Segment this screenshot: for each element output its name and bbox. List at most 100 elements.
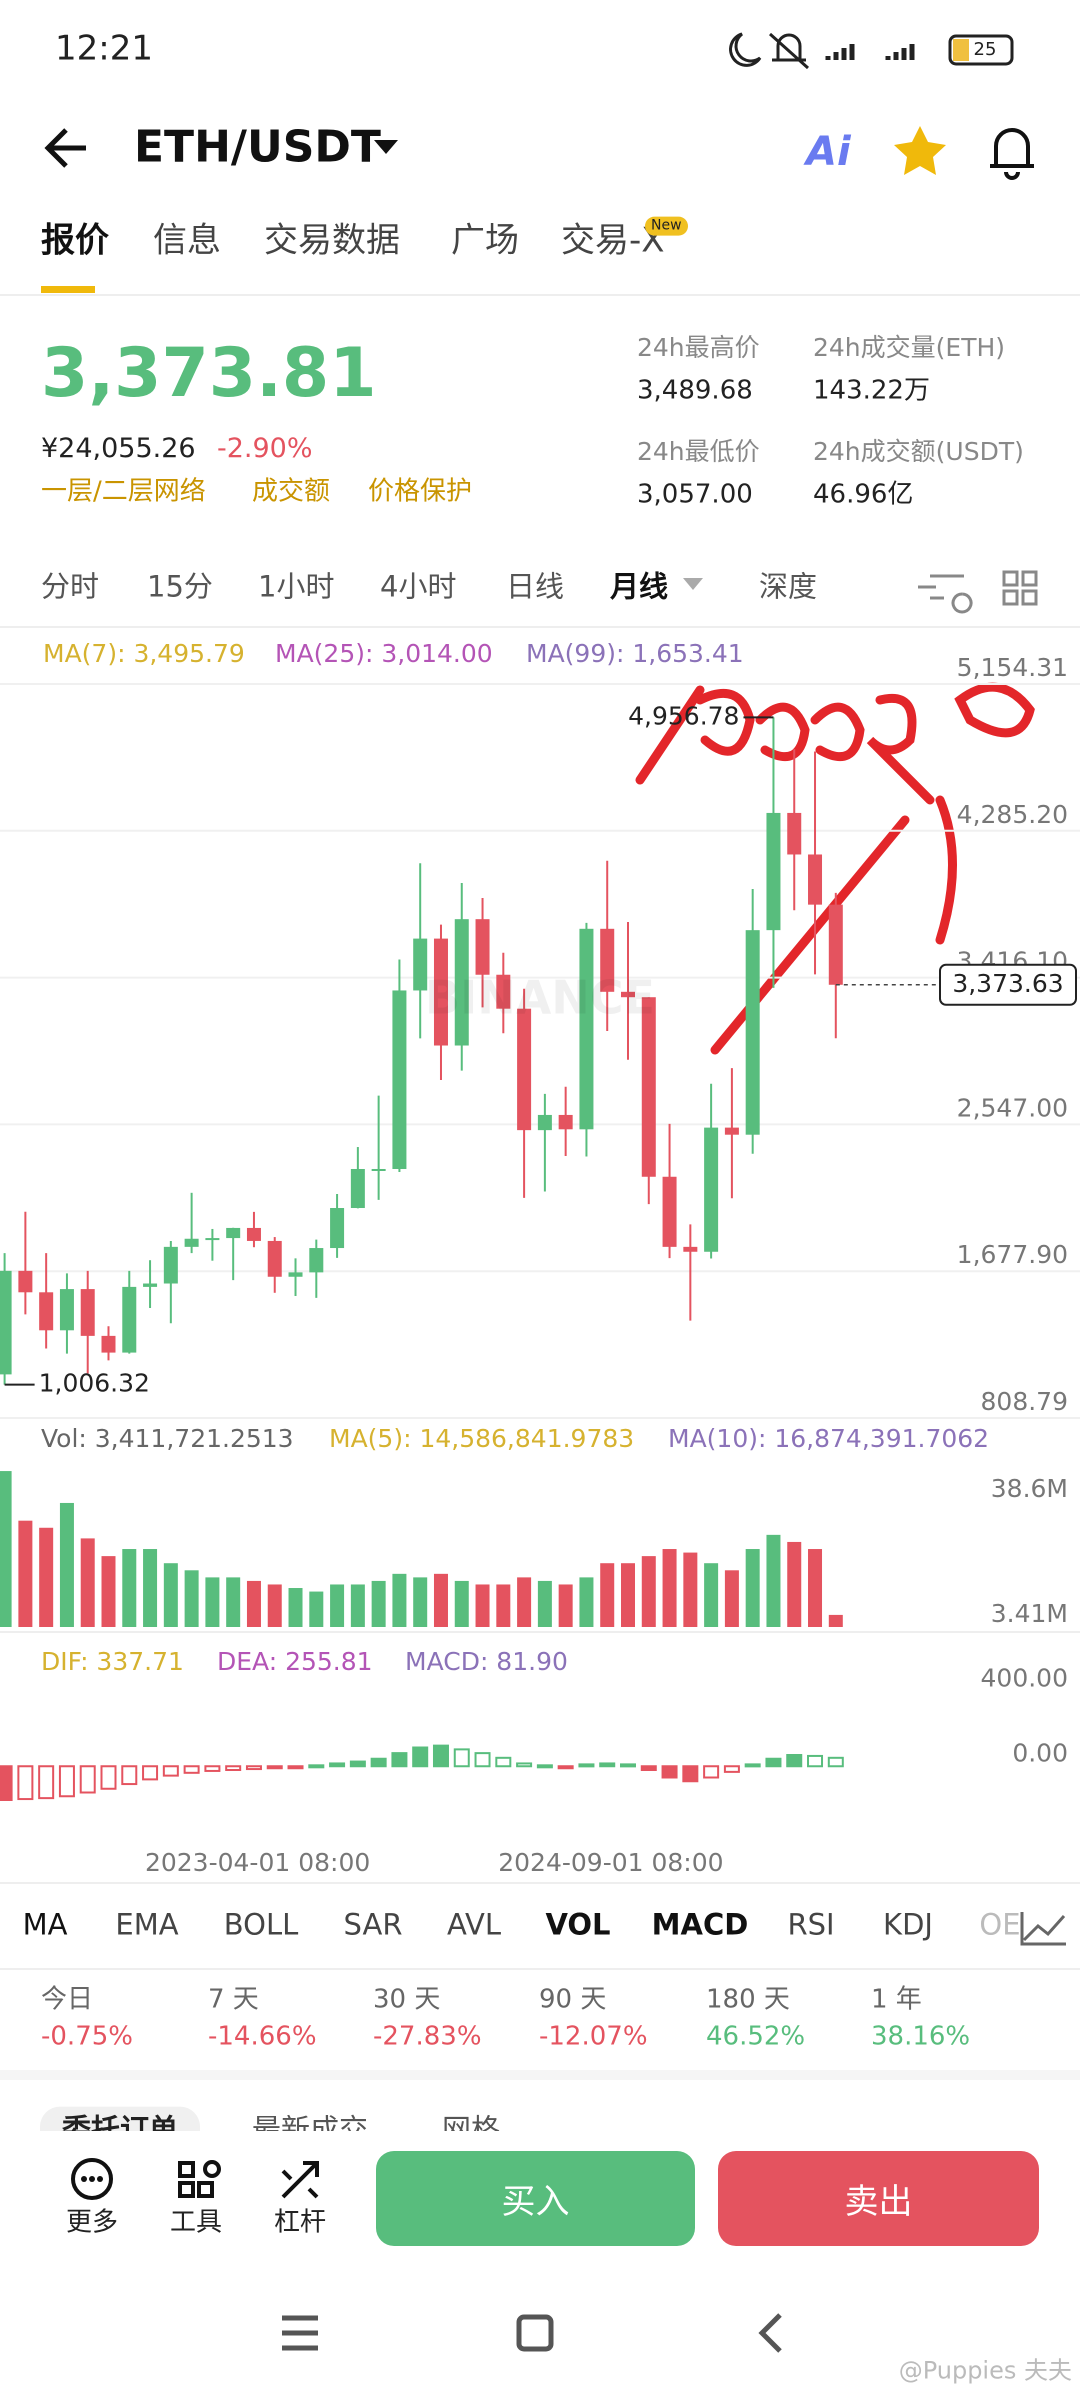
- volume-bar: [745, 1549, 760, 1627]
- nav-home[interactable]: [516, 2314, 554, 2352]
- macd-bar: [121, 1765, 138, 1786]
- macd-tick-label: 400.00: [981, 1663, 1068, 1692]
- indicator[interactable]: EMA: [115, 1907, 179, 1942]
- candle-body: [766, 812, 781, 931]
- candle-body: [683, 1246, 698, 1252]
- bell-icon[interactable]: [990, 128, 1034, 180]
- volume-bar: [641, 1556, 656, 1627]
- candle-body: [641, 997, 656, 1177]
- sell-button[interactable]: 卖出: [718, 2151, 1039, 2246]
- candle-body: [330, 1208, 345, 1249]
- section-gap: [0, 2070, 1080, 2080]
- tab[interactable]: 信息: [153, 220, 221, 261]
- candle-body: [122, 1286, 137, 1353]
- period-label: 7 天: [208, 1984, 259, 2015]
- favorite-star[interactable]: [894, 126, 946, 175]
- indicator-settings-icon[interactable]: [1020, 1912, 1066, 1946]
- stat-label: 24h成交额(USDT): [813, 437, 1024, 466]
- volume-bar: [267, 1584, 282, 1627]
- tools-icon[interactable]: [178, 2160, 221, 2198]
- price-change: -2.90%: [217, 432, 313, 464]
- interval[interactable]: 1小时: [258, 569, 335, 604]
- interval[interactable]: 分时: [41, 569, 100, 604]
- candle-body: [537, 1114, 552, 1131]
- watermark: @Puppies 夫夫: [898, 2356, 1072, 2385]
- interval[interactable]: 15分: [147, 569, 213, 604]
- back-arrow[interactable]: [44, 128, 86, 168]
- interval[interactable]: 深度: [759, 569, 818, 604]
- last-price: 3,373.81: [41, 334, 377, 414]
- macd-bar: [162, 1765, 179, 1777]
- macd-bar: [245, 1765, 262, 1771]
- pair-title[interactable]: ETH/USDT: [134, 121, 381, 173]
- volume-bar: [517, 1577, 532, 1627]
- nav-menu[interactable]: [282, 2315, 318, 2351]
- interval[interactable]: 月线: [610, 569, 669, 604]
- ai-button[interactable]: Ai: [806, 129, 851, 175]
- indicator[interactable]: RSI: [787, 1907, 835, 1942]
- stat-label: 24h最低价: [637, 437, 760, 466]
- tool-label[interactable]: 更多: [65, 2207, 119, 2238]
- tab[interactable]: 交易数据: [264, 220, 400, 261]
- ma-legend: MA(99): 1,653.41: [526, 639, 744, 668]
- candle-body: [787, 812, 802, 855]
- layout-icon[interactable]: [1002, 570, 1038, 606]
- indicator[interactable]: AVL: [447, 1907, 501, 1942]
- indicator[interactable]: VOL: [545, 1907, 611, 1942]
- volume-bar: [828, 1614, 843, 1627]
- nav-back[interactable]: [758, 2313, 782, 2353]
- tag[interactable]: 价格保护: [368, 476, 473, 507]
- indicator[interactable]: SAR: [343, 1907, 403, 1942]
- interval[interactable]: 日线: [506, 569, 565, 604]
- tab-underline: [41, 286, 95, 293]
- leverage-icon[interactable]: [281, 2161, 319, 2199]
- volume-bar: [80, 1538, 95, 1627]
- volume-bar: [101, 1556, 116, 1627]
- battery-icon: [948, 34, 1014, 66]
- macd-bar: [412, 1746, 429, 1768]
- indicator[interactable]: MACD: [651, 1907, 749, 1942]
- ma-legend: MA(7): 3,495.79: [43, 639, 245, 668]
- divider: [0, 1968, 1080, 1970]
- indicator[interactable]: MA: [22, 1907, 68, 1942]
- volume-bar: [143, 1549, 158, 1627]
- tag[interactable]: 成交额: [252, 476, 331, 507]
- draw-tool-icon[interactable]: [918, 574, 973, 614]
- pair-caret[interactable]: [374, 140, 398, 154]
- period-label: 90 天: [539, 1984, 607, 2015]
- candle-body: [101, 1335, 116, 1353]
- volume-legend: Vol: 3,411,721.2513: [41, 1424, 294, 1453]
- last-price-label: 3,373.63: [952, 969, 1063, 998]
- macd-bar: [17, 1765, 34, 1801]
- volume-bar: [579, 1577, 594, 1627]
- battery-text: 25: [973, 39, 997, 61]
- y-tick-label: 1,677.90: [957, 1240, 1068, 1269]
- tab[interactable]: 报价: [41, 220, 109, 261]
- stat-value: 3,057.00: [637, 479, 753, 510]
- volume-bar: [330, 1584, 345, 1627]
- candle-body: [496, 974, 511, 1009]
- interval[interactable]: 4小时: [380, 569, 457, 604]
- x-tick-label: 2024-09-01 08:00: [498, 1848, 723, 1877]
- volume-bar: [724, 1570, 739, 1627]
- tab[interactable]: 广场: [451, 220, 519, 261]
- x-tick-label: 2023-04-01 08:00: [145, 1848, 370, 1877]
- macd-bar: [79, 1765, 96, 1794]
- signal-icon: [825, 44, 915, 60]
- indicator[interactable]: KDJ: [883, 1907, 933, 1942]
- moon-icon: [729, 32, 762, 67]
- tool-label[interactable]: 杠杆: [273, 2207, 327, 2238]
- macd-bar: [183, 1765, 200, 1774]
- tag[interactable]: 一层/二层网络: [41, 476, 206, 507]
- macd-bar: [0, 1765, 13, 1801]
- indicator[interactable]: BOLL: [223, 1907, 299, 1942]
- buy-button[interactable]: 买入: [376, 2151, 695, 2246]
- macd-bar: [723, 1765, 740, 1773]
- candle-body: [392, 990, 407, 1169]
- more-icon[interactable]: [71, 2158, 113, 2200]
- volume-bar: [246, 1580, 261, 1627]
- volume-bar: [0, 1471, 12, 1627]
- tool-label[interactable]: 工具: [169, 2207, 223, 2238]
- candle-body: [745, 930, 760, 1135]
- indicator[interactable]: OE: [979, 1907, 1021, 1942]
